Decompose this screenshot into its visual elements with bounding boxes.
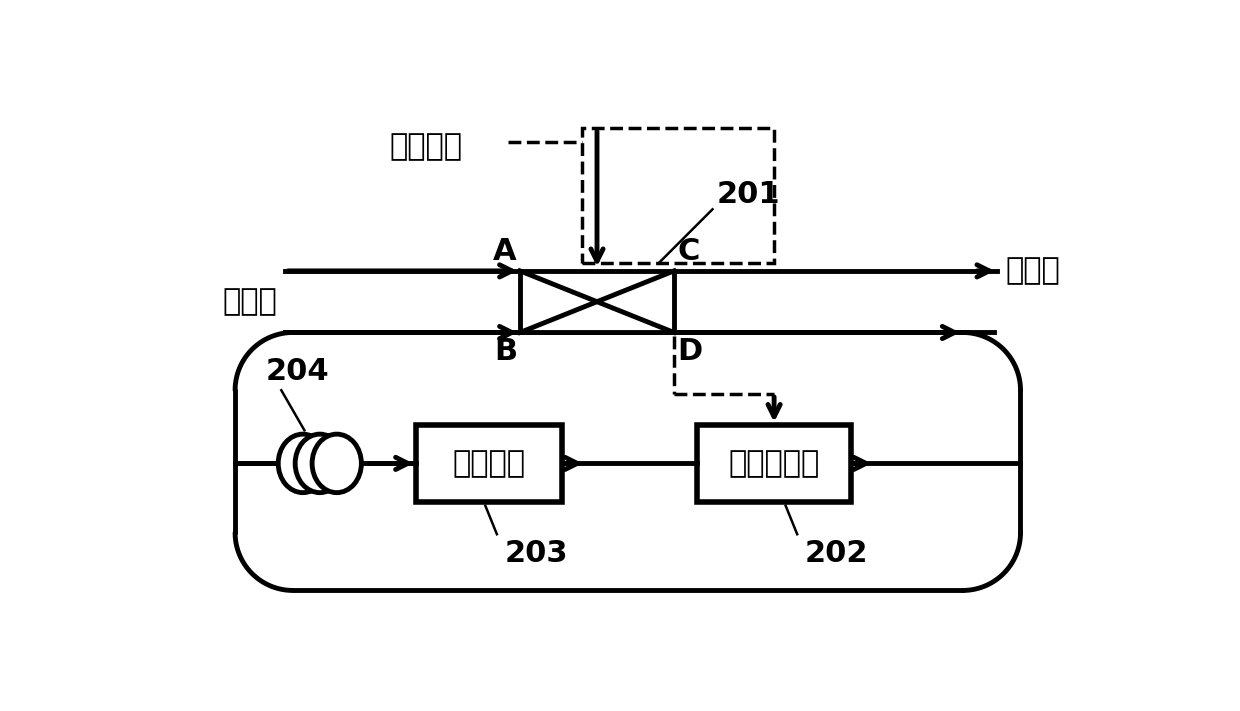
Text: 输入光: 输入光	[223, 287, 278, 316]
Text: 203: 203	[505, 539, 568, 568]
Bar	[582, 129, 774, 263]
Ellipse shape	[278, 434, 327, 493]
Ellipse shape	[295, 434, 345, 493]
Text: 输出光: 输出光	[1006, 257, 1060, 285]
Bar	[520, 271, 675, 333]
Ellipse shape	[312, 434, 361, 493]
Text: D: D	[677, 337, 702, 366]
Bar	[697, 425, 851, 502]
Text: B: B	[494, 337, 517, 366]
Text: 光放大器: 光放大器	[453, 449, 526, 478]
Text: 201: 201	[717, 181, 780, 209]
Text: 202: 202	[805, 539, 868, 568]
Text: 触发信号: 触发信号	[389, 132, 463, 161]
Text: A: A	[494, 237, 517, 267]
Text: 204: 204	[265, 358, 330, 386]
Text: 声光移频器: 声光移频器	[728, 449, 820, 478]
Text: C: C	[677, 237, 699, 267]
Bar	[417, 425, 563, 502]
